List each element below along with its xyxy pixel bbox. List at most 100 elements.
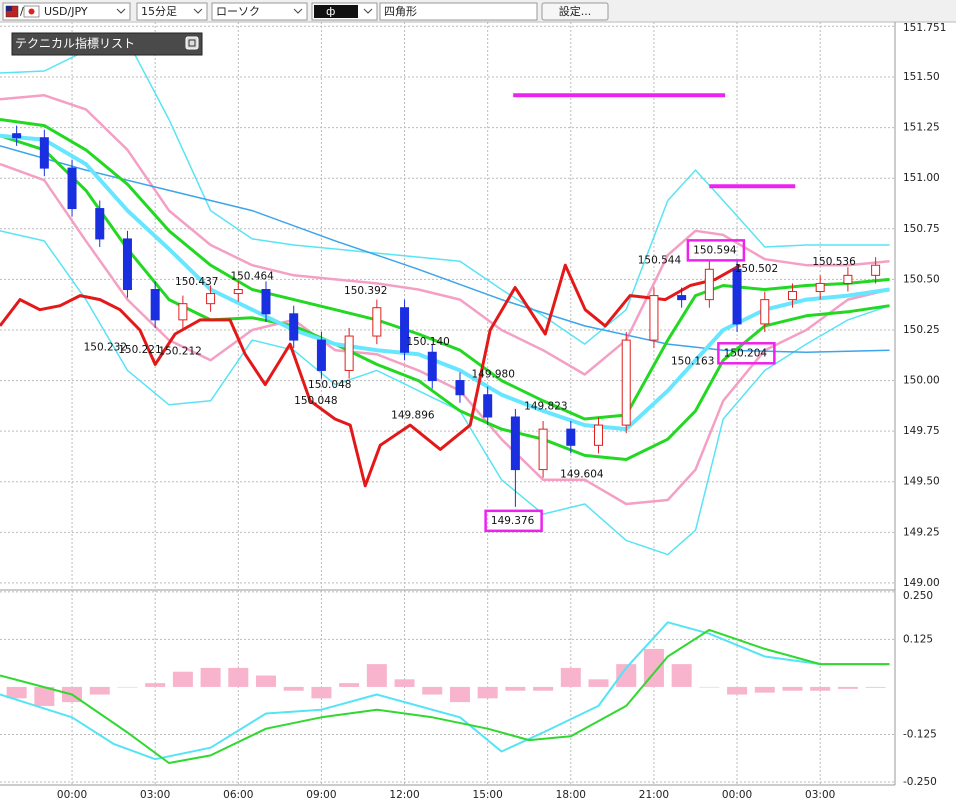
y-tick-label: 149.50 <box>903 476 940 488</box>
y-tick-label: 0.250 <box>903 590 933 602</box>
candle-body <box>787 291 797 301</box>
price-annotation: 150.048 <box>294 395 337 407</box>
histogram-bar <box>782 686 803 691</box>
chart-style: ローソク <box>216 5 260 18</box>
histogram-bar <box>339 683 360 687</box>
histogram-bar <box>228 667 249 687</box>
line-series <box>0 263 742 488</box>
candle-body <box>233 289 243 295</box>
line-series <box>0 94 890 376</box>
histogram-bar <box>505 686 526 691</box>
y-tick-label: 149.75 <box>903 425 940 437</box>
histogram-bar <box>117 686 138 688</box>
candle-body <box>871 264 881 276</box>
price-annotation: 150.163 <box>671 356 714 368</box>
candle-body <box>344 335 354 371</box>
y-tick-label: 149.00 <box>903 577 940 589</box>
timeframe: 15分足 <box>141 5 177 18</box>
y-tick-label: -0.250 <box>903 776 937 788</box>
draw-tool-field[interactable]: 四角形 <box>379 2 538 21</box>
candle-body <box>621 339 631 426</box>
histogram-bar <box>727 686 748 695</box>
settings-label: 設定... <box>559 4 592 18</box>
svg-text:/: / <box>20 5 24 18</box>
histogram-bar <box>366 664 387 687</box>
histogram-bar <box>560 667 581 687</box>
x-tick-label: 06:00 <box>223 789 253 801</box>
candle-body <box>732 268 742 325</box>
price-annotation: 150.502 <box>735 263 778 275</box>
annotation-box <box>717 342 776 365</box>
histogram-bar <box>865 686 886 688</box>
x-tick-label: 00:00 <box>57 789 87 801</box>
x-tick-label: 03:00 <box>805 789 835 801</box>
candle-body <box>316 339 326 371</box>
histogram-bar <box>89 686 110 695</box>
line-series <box>0 628 890 764</box>
line-series <box>0 145 890 353</box>
histogram-bar <box>145 683 166 687</box>
histogram-bar <box>256 675 277 687</box>
candle-body <box>760 299 770 325</box>
histogram-bar <box>810 686 831 691</box>
candle-body <box>67 167 77 210</box>
annotation-box <box>484 509 543 533</box>
settings-button[interactable]: 設定... <box>541 2 609 21</box>
candle-body <box>261 289 271 315</box>
indicator-list-button[interactable]: テクニカル指標リスト <box>11 32 203 56</box>
svg-text:ф: ф <box>326 5 335 18</box>
x-tick-label: 12:00 <box>389 789 419 801</box>
candle-body <box>538 428 548 471</box>
candle-body <box>39 137 49 169</box>
histogram-bar <box>394 679 415 687</box>
price-annotation: 150.464 <box>230 271 274 283</box>
histogram-bar <box>588 679 609 687</box>
histogram-bar <box>477 686 498 699</box>
candle-body <box>400 307 410 353</box>
y-tick-label: 150.75 <box>903 223 940 235</box>
line-series <box>0 621 890 761</box>
histogram-bar <box>34 686 55 706</box>
candle-body <box>122 238 132 291</box>
y-tick-label: 149.25 <box>903 526 940 538</box>
price-annotation: 150.140 <box>406 336 449 348</box>
y-tick-label: 151.00 <box>903 172 940 184</box>
chart-style-select[interactable]: ローソク <box>211 2 308 21</box>
line-series <box>0 39 890 345</box>
candle-body <box>150 289 160 321</box>
price-annotation: 149.980 <box>472 369 515 381</box>
histogram-bar <box>449 686 470 703</box>
price-annotation: 150.232 <box>84 342 127 354</box>
y-tick-label: 150.00 <box>903 375 940 387</box>
symbol: USD/JPY <box>44 5 88 18</box>
candle-body <box>815 282 825 293</box>
histogram-bar <box>699 686 720 688</box>
candle-body <box>510 416 520 471</box>
candle-body <box>95 208 105 240</box>
x-tick-label: 18:00 <box>556 789 586 801</box>
price-annotation: 149.823 <box>524 400 567 412</box>
price-annotation: 150.221 <box>118 344 161 356</box>
annotation-box <box>686 239 746 262</box>
draw-tool: 四角形 <box>384 5 417 18</box>
draw-tool-select[interactable]: ф <box>311 2 378 21</box>
candle-body <box>12 133 22 139</box>
timeframe-select[interactable]: 15分足 <box>136 2 208 21</box>
candle-body <box>843 274 853 284</box>
y-tick-label: 151.751 <box>903 22 946 34</box>
symbol-select[interactable]: / USD/JPY <box>2 2 131 21</box>
histogram-bar <box>533 686 554 691</box>
candle-body <box>483 394 493 418</box>
candle-body <box>704 268 714 301</box>
histogram-bar <box>6 686 27 699</box>
price-annotation: 150.212 <box>158 346 201 358</box>
y-tick-label: 151.50 <box>903 71 940 83</box>
histogram-bar <box>754 686 775 693</box>
y-tick-label: 150.25 <box>903 324 940 336</box>
price-annotation: 150.536 <box>812 256 856 268</box>
histogram-bar <box>283 686 304 691</box>
candle-body <box>594 424 604 446</box>
candle-body <box>455 380 465 396</box>
